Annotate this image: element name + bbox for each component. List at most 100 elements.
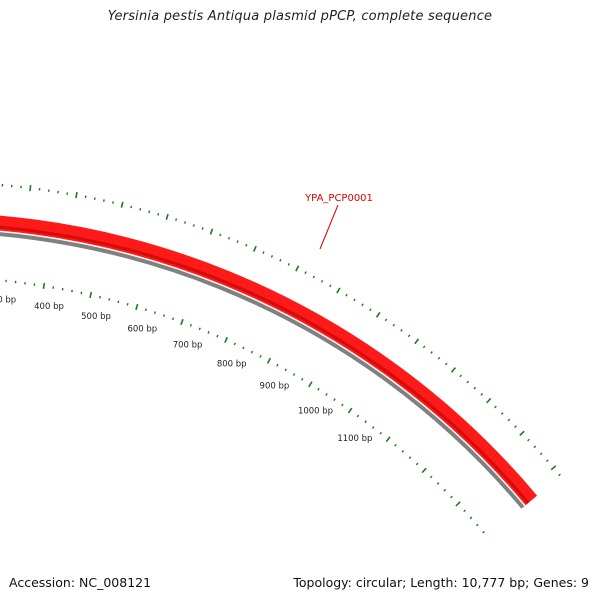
sequence-backbone bbox=[0, 232, 525, 509]
inner-tick bbox=[117, 300, 120, 304]
outer-tick bbox=[345, 293, 348, 297]
outer-tick bbox=[430, 351, 433, 354]
outer-tick bbox=[407, 334, 411, 338]
inner-tick bbox=[408, 456, 412, 460]
gene-band[interactable] bbox=[0, 215, 538, 506]
outer-tick bbox=[336, 287, 341, 294]
outer-tick bbox=[353, 298, 356, 302]
outer-tick bbox=[514, 425, 517, 428]
inner-tick bbox=[80, 291, 83, 295]
outer-tick bbox=[279, 258, 282, 262]
outer-tick-ring bbox=[1, 183, 561, 477]
outer-tick bbox=[392, 323, 396, 327]
outer-tick bbox=[102, 199, 105, 202]
inner-tick bbox=[42, 282, 46, 290]
outer-tick bbox=[304, 271, 307, 275]
outer-tick bbox=[112, 201, 114, 204]
inner-tick bbox=[371, 426, 375, 429]
scale-label: 800 bp bbox=[217, 360, 247, 370]
inner-tick bbox=[385, 436, 391, 443]
outer-tick bbox=[75, 192, 78, 199]
outer-tick bbox=[450, 367, 457, 373]
inner-tick bbox=[276, 363, 279, 367]
inner-tick bbox=[284, 368, 287, 372]
inner-tick bbox=[394, 443, 397, 447]
outer-tick bbox=[539, 452, 543, 456]
inner-tick bbox=[379, 431, 382, 435]
outer-tick bbox=[480, 392, 484, 396]
inner-tick bbox=[308, 381, 313, 388]
inner-tick bbox=[189, 323, 192, 327]
inner-tick bbox=[162, 314, 166, 317]
inner-tick bbox=[469, 516, 473, 520]
outer-tick bbox=[287, 262, 290, 266]
scale-label: 1100 bp bbox=[337, 434, 372, 444]
inner-tick bbox=[415, 462, 419, 466]
inner-tick bbox=[301, 377, 304, 381]
inner-tick bbox=[292, 373, 296, 376]
outer-tick bbox=[245, 243, 248, 247]
outer-tick bbox=[295, 265, 300, 272]
outer-tick bbox=[130, 205, 133, 209]
outer-tick bbox=[192, 224, 195, 227]
outer-tick bbox=[459, 374, 462, 378]
inner-tick bbox=[180, 318, 184, 326]
outer-tick bbox=[507, 418, 511, 422]
inner-tick bbox=[98, 295, 101, 299]
outer-tick bbox=[466, 380, 470, 384]
inner-tick bbox=[429, 475, 433, 479]
inner-tick bbox=[347, 407, 353, 414]
scale-label: 300 bp bbox=[0, 296, 16, 306]
inner-tick bbox=[443, 488, 447, 492]
inner-tick bbox=[401, 450, 405, 453]
inner-tick bbox=[364, 420, 367, 424]
scale-label: 1000 bp bbox=[298, 407, 333, 417]
inner-tick bbox=[242, 346, 245, 350]
inner-tick bbox=[421, 467, 427, 474]
outer-tick bbox=[545, 459, 549, 463]
outer-tick bbox=[252, 245, 257, 252]
inner-tick bbox=[153, 311, 157, 314]
inner-tick bbox=[207, 331, 210, 334]
outer-tick bbox=[486, 397, 492, 404]
outer-tick bbox=[527, 438, 530, 442]
outer-tick bbox=[175, 218, 178, 222]
scale-label: 900 bp bbox=[260, 382, 290, 392]
inner-tick bbox=[317, 387, 320, 391]
gene-label[interactable]: YPA_PCP0001 bbox=[304, 193, 373, 204]
gene-band-edge bbox=[0, 225, 530, 504]
outer-tick bbox=[400, 329, 403, 332]
scale-label: 700 bp bbox=[173, 341, 203, 351]
outer-tick bbox=[494, 405, 497, 409]
outer-tick bbox=[473, 386, 477, 390]
inner-tick bbox=[144, 308, 147, 312]
inner-tick bbox=[482, 530, 485, 534]
outer-tick bbox=[437, 356, 441, 360]
map-title: Yersinia pestis Antiqua plasmid pPCP, co… bbox=[107, 9, 493, 24]
outer-tick bbox=[148, 210, 151, 214]
inner-tick bbox=[266, 357, 272, 364]
outer-tick bbox=[183, 221, 187, 224]
outer-tick bbox=[201, 227, 204, 230]
outer-tick bbox=[444, 362, 448, 366]
inner-tick bbox=[333, 398, 336, 402]
inner-tick bbox=[259, 354, 262, 358]
inner-tick bbox=[455, 501, 461, 507]
inner-tick bbox=[436, 482, 440, 485]
outer-tick bbox=[329, 284, 332, 288]
scale-label: 400 bp bbox=[34, 302, 64, 312]
outer-tick bbox=[270, 255, 274, 258]
outer-tick bbox=[29, 185, 32, 192]
inner-tick bbox=[475, 523, 479, 527]
outer-tick bbox=[550, 465, 557, 471]
outer-tick bbox=[262, 251, 265, 254]
accession-text: Accession: NC_008121 bbox=[9, 575, 152, 590]
outer-tick bbox=[361, 303, 364, 307]
inner-tick bbox=[126, 302, 129, 306]
outer-tick bbox=[320, 280, 324, 283]
outer-tick bbox=[165, 213, 169, 221]
inner-tick bbox=[108, 298, 111, 301]
outer-tick bbox=[533, 445, 537, 449]
outer-tick bbox=[219, 233, 222, 237]
